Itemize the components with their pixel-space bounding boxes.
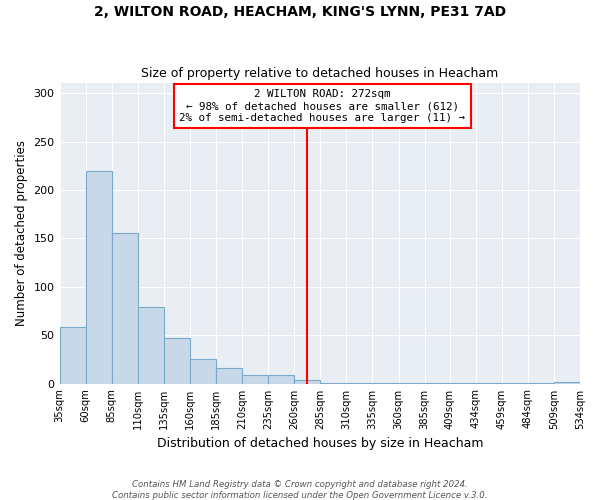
Bar — [294, 380, 320, 384]
X-axis label: Distribution of detached houses by size in Heacham: Distribution of detached houses by size … — [157, 437, 483, 450]
Bar — [268, 375, 294, 384]
Bar — [425, 382, 449, 384]
Bar — [449, 382, 476, 384]
Bar — [502, 382, 528, 384]
Bar — [346, 382, 373, 384]
Text: Contains HM Land Registry data © Crown copyright and database right 2024.
Contai: Contains HM Land Registry data © Crown c… — [112, 480, 488, 500]
Bar — [216, 368, 242, 384]
Bar — [242, 375, 268, 384]
Bar — [398, 382, 425, 384]
Bar — [320, 382, 346, 384]
Bar — [373, 382, 398, 384]
Bar — [476, 382, 502, 384]
Bar — [59, 328, 86, 384]
Bar — [164, 338, 190, 384]
Y-axis label: Number of detached properties: Number of detached properties — [15, 140, 28, 326]
Text: 2 WILTON ROAD: 272sqm
← 98% of detached houses are smaller (612)
2% of semi-deta: 2 WILTON ROAD: 272sqm ← 98% of detached … — [179, 90, 466, 122]
Bar — [112, 232, 138, 384]
Title: Size of property relative to detached houses in Heacham: Size of property relative to detached ho… — [141, 66, 499, 80]
Text: 2, WILTON ROAD, HEACHAM, KING'S LYNN, PE31 7AD: 2, WILTON ROAD, HEACHAM, KING'S LYNN, PE… — [94, 5, 506, 19]
Bar — [138, 307, 164, 384]
Bar — [528, 382, 554, 384]
Bar — [190, 360, 216, 384]
Bar — [86, 170, 112, 384]
Bar — [554, 382, 580, 384]
